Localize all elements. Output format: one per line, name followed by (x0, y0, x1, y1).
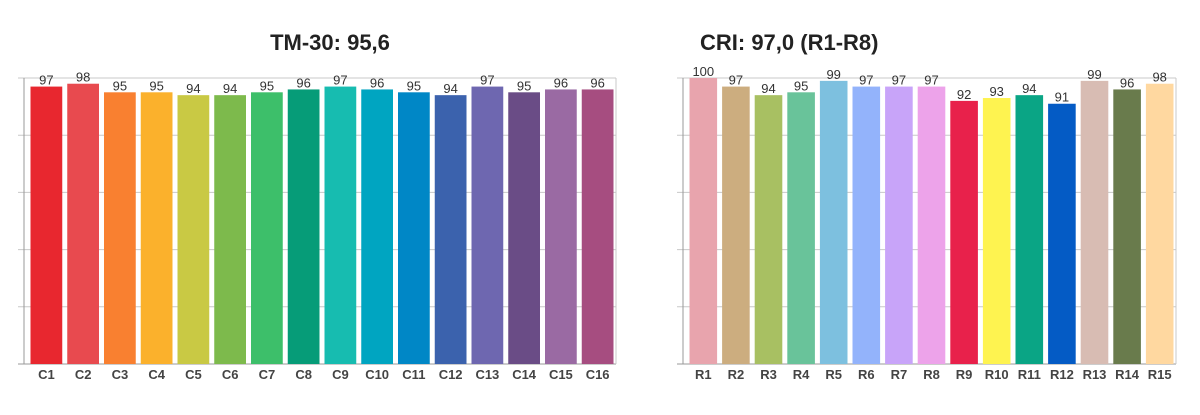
tm30-value-label-c10: 96 (370, 75, 384, 90)
cri-value-label-r2: 97 (729, 73, 743, 88)
tm30-bar-c4 (140, 92, 173, 365)
cri-bar-r14 (1113, 89, 1141, 364)
tm30-bar-c11 (398, 92, 430, 365)
tm30-tick-label-c15: C15 (549, 367, 573, 382)
tm30-value-label-c13: 97 (480, 73, 494, 88)
tm30-value-label-c8: 96 (296, 75, 310, 90)
cri-bar-r1 (689, 78, 718, 364)
tm30-value-label-c11: 95 (407, 78, 421, 93)
cri-chart-title: CRI: 97,0 (R1-R8) (700, 30, 879, 55)
cri-value-label-r5: 99 (826, 67, 840, 82)
cri-tick-label-r3: R3 (760, 367, 777, 382)
tm30-bar-c10 (361, 89, 393, 364)
tm30-bar-c6 (214, 95, 246, 364)
cri-tick-label-r10: R10 (985, 367, 1009, 382)
tm30-tick-label-c4: C4 (148, 367, 165, 382)
cri-tick-label-r7: R7 (891, 367, 908, 382)
tm30-bar-c8 (287, 89, 320, 364)
tm30-value-label-c4: 95 (149, 78, 163, 93)
cri-bar-r8 (917, 86, 946, 364)
cri-bar-r12 (1048, 103, 1076, 365)
cri-bar-r5 (819, 80, 848, 365)
tm30-bar-c12 (434, 95, 467, 364)
cri-tick-label-r4: R4 (793, 367, 810, 382)
tm30-value-label-c6: 94 (223, 81, 237, 96)
cri-value-label-r9: 92 (957, 87, 971, 102)
cri-value-label-r8: 97 (924, 73, 938, 88)
tm30-value-label-c5: 94 (186, 81, 200, 96)
tm30-value-label-c7: 95 (260, 78, 274, 93)
tm30-tick-label-c11: C11 (402, 367, 425, 382)
tm30-tick-label-c13: C13 (475, 367, 499, 382)
cri-value-label-r12: 91 (1055, 90, 1069, 105)
cri-bar-r15 (1145, 83, 1174, 364)
tm30-value-label-c2: 98 (76, 70, 90, 85)
cri-tick-label-r8: R8 (923, 367, 940, 382)
cri-tick-label-r14: R14 (1115, 367, 1140, 382)
tm30-bar-c15 (545, 89, 577, 364)
cri-value-label-r10: 93 (989, 84, 1003, 99)
tm30-bar-c1 (30, 86, 63, 364)
cri-tick-label-r9: R9 (956, 367, 973, 382)
cri-bar-r13 (1080, 80, 1109, 365)
tm30-bar-c16 (581, 89, 614, 364)
tm30-tick-label-c7: C7 (259, 367, 276, 382)
cri-value-label-r6: 97 (859, 73, 873, 88)
tm30-tick-label-c8: C8 (295, 367, 312, 382)
tm30-tick-label-c3: C3 (112, 367, 129, 382)
cri-tick-label-r2: R2 (728, 367, 745, 382)
tm30-bar-c13 (471, 86, 504, 364)
tm30-value-label-c1: 97 (39, 73, 53, 88)
cri-bar-r2 (722, 86, 750, 364)
tm30-chart-plot: 97 C1 98 C2 95 C3 95 C4 94 C5 94 C6 95 C7 96 C8 97 C9 96 C1… (18, 70, 617, 382)
cri-value-label-r14: 96 (1120, 75, 1134, 90)
cri-value-label-r4: 95 (794, 78, 808, 93)
cri-tick-label-r15: R15 (1148, 367, 1172, 382)
cri-bar-r3 (754, 95, 783, 364)
cri-tick-label-r13: R13 (1083, 367, 1107, 382)
cri-bar-r6 (852, 86, 881, 364)
tm30-tick-label-c2: C2 (75, 367, 92, 382)
cri-tick-label-r6: R6 (858, 367, 875, 382)
tm30-value-label-c14: 95 (517, 78, 531, 93)
cri-tick-label-r1: R1 (695, 367, 712, 382)
cri-value-label-r15: 98 (1152, 70, 1166, 85)
cri-value-label-r13: 99 (1087, 67, 1101, 82)
cri-bar-r10 (982, 98, 1011, 365)
tm30-tick-label-c9: C9 (332, 367, 349, 382)
cri-value-label-r3: 94 (761, 81, 775, 96)
tm30-tick-label-c5: C5 (185, 367, 202, 382)
tm30-bar-c2 (67, 83, 99, 364)
tm30-tick-label-c16: C16 (586, 367, 610, 382)
tm30-tick-label-c6: C6 (222, 367, 239, 382)
tm30-chart: TM-30: 95,6 97 C1 98 C2 95 C3 95 C4 94 C5 94 C6 95 C7… (18, 30, 617, 382)
tm30-value-label-c16: 96 (590, 75, 604, 90)
tm30-chart-title: TM-30: 95,6 (270, 30, 390, 55)
cri-bar-r7 (885, 86, 913, 364)
tm30-bar-c9 (324, 86, 357, 364)
tm30-bar-c5 (177, 95, 210, 364)
tm30-value-label-c15: 96 (554, 75, 568, 90)
tm30-tick-label-c10: C10 (365, 367, 389, 382)
tm30-value-label-c12: 94 (443, 81, 457, 96)
tm30-tick-label-c1: C1 (38, 367, 55, 382)
cri-bar-r4 (787, 92, 815, 365)
tm30-value-label-c9: 97 (333, 73, 347, 88)
cri-value-label-r7: 97 (892, 73, 906, 88)
cri-bar-r9 (950, 100, 978, 364)
tm30-value-label-c3: 95 (113, 78, 127, 93)
cri-tick-label-r12: R12 (1050, 367, 1074, 382)
cri-tick-label-r11: R11 (1018, 367, 1041, 382)
cri-tick-label-r5: R5 (825, 367, 842, 382)
tm30-tick-label-c14: C14 (512, 367, 537, 382)
cri-chart: CRI: 97,0 (R1-R8) 100 R1 97 R2 94 R3 95 R4 99 R5 9… (660, 0, 1200, 415)
cri-chart-plot: 100 R1 97 R2 94 R3 95 R4 99 R5 97 R6 97 R7 97 R8 92 R9 93 R… (677, 64, 1177, 382)
tm30-bar-c14 (508, 92, 540, 365)
cri-value-label-r1: 100 (692, 64, 714, 79)
cri-bar-r11 (1015, 95, 1044, 364)
tm30-tick-label-c12: C12 (439, 367, 463, 382)
tm30-bar-c7 (251, 92, 283, 365)
cri-value-label-r11: 94 (1022, 81, 1036, 96)
tm30-bar-c3 (104, 92, 136, 365)
